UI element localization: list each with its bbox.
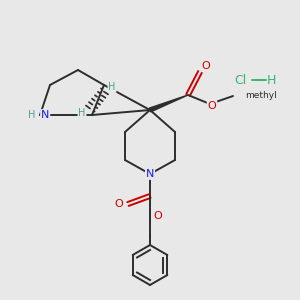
Text: H: H	[28, 110, 35, 120]
Text: Cl: Cl	[234, 74, 246, 86]
Text: O: O	[154, 211, 162, 221]
Text: H: H	[108, 82, 116, 92]
Text: O: O	[115, 199, 123, 209]
Text: H: H	[78, 108, 86, 118]
Text: H: H	[266, 74, 276, 86]
Text: O: O	[202, 61, 210, 71]
Polygon shape	[149, 95, 188, 112]
Text: methyl: methyl	[245, 92, 277, 100]
Text: N: N	[41, 110, 50, 120]
Text: N: N	[146, 169, 154, 179]
Text: O: O	[208, 101, 216, 111]
